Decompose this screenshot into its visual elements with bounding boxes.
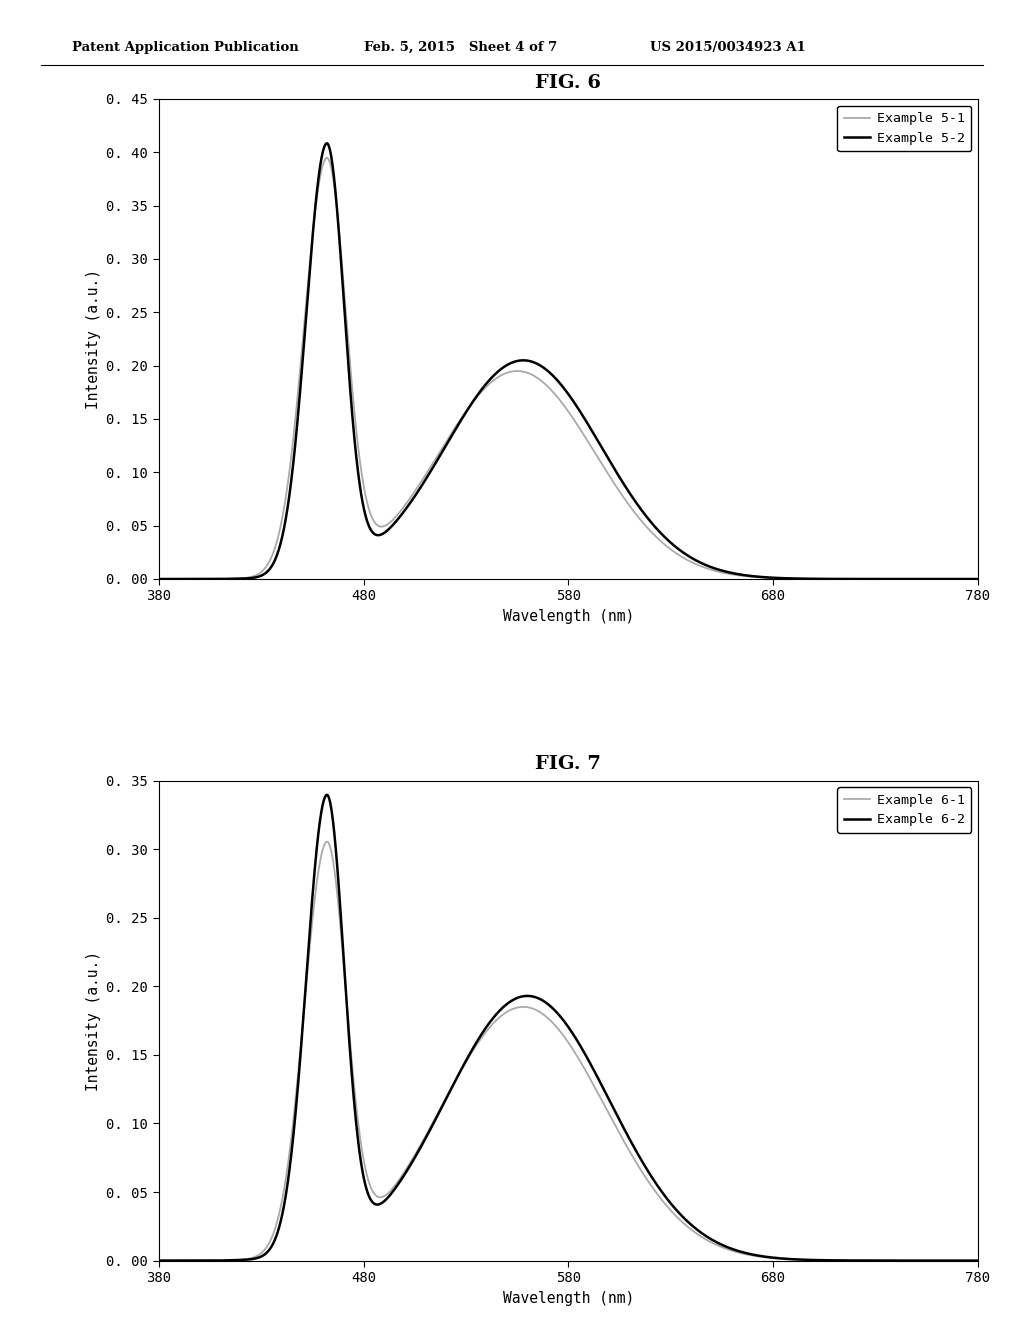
Example 6-1 — [153, 1253, 165, 1269]
Example 6-2 — [947, 1253, 959, 1269]
X-axis label: Wavelength (nm): Wavelength (nm) — [503, 1291, 634, 1305]
Line: Example 5-2: Example 5-2 — [159, 144, 978, 579]
Example 5-1 — [153, 572, 165, 587]
Example 6-1 — [972, 1253, 984, 1269]
Example 6-2 — [748, 1247, 760, 1263]
Line: Example 6-2: Example 6-2 — [159, 795, 978, 1261]
Example 6-2 — [504, 994, 516, 1010]
Text: Patent Application Publication: Patent Application Publication — [72, 41, 298, 54]
Example 6-1 — [542, 1010, 554, 1026]
Legend: Example 6-1, Example 6-2: Example 6-1, Example 6-2 — [838, 787, 972, 833]
Example 5-1 — [321, 150, 333, 166]
Example 5-2 — [542, 363, 554, 379]
Example 6-2 — [321, 787, 333, 803]
Example 5-2 — [906, 572, 919, 587]
Example 6-1 — [947, 1253, 959, 1269]
Example 5-1 — [542, 379, 554, 395]
Y-axis label: Intensity (a.u.): Intensity (a.u.) — [86, 950, 101, 1090]
Example 5-2 — [748, 569, 760, 585]
Text: US 2015/0034923 A1: US 2015/0034923 A1 — [650, 41, 806, 54]
Example 5-2 — [972, 572, 984, 587]
Example 6-2 — [497, 999, 509, 1015]
Example 6-1 — [748, 1247, 760, 1263]
Example 5-1 — [972, 572, 984, 587]
Example 5-1 — [504, 364, 516, 380]
Example 6-1 — [906, 1253, 919, 1269]
Title: FIG. 6: FIG. 6 — [536, 74, 601, 92]
Example 5-1 — [906, 572, 919, 587]
Example 6-1 — [504, 1002, 516, 1018]
Example 5-2 — [321, 136, 333, 152]
Example 5-1 — [497, 367, 509, 383]
Example 5-2 — [153, 572, 165, 587]
Example 6-2 — [906, 1253, 919, 1269]
Example 5-1 — [748, 569, 760, 585]
Example 6-2 — [542, 997, 554, 1012]
Line: Example 6-1: Example 6-1 — [159, 842, 978, 1261]
X-axis label: Wavelength (nm): Wavelength (nm) — [503, 609, 634, 624]
Example 6-1 — [321, 834, 333, 850]
Example 6-2 — [153, 1253, 165, 1269]
Example 5-1 — [947, 572, 959, 587]
Example 6-2 — [972, 1253, 984, 1269]
Example 5-2 — [497, 359, 509, 375]
Title: FIG. 7: FIG. 7 — [536, 755, 601, 774]
Text: Feb. 5, 2015   Sheet 4 of 7: Feb. 5, 2015 Sheet 4 of 7 — [364, 41, 557, 54]
Y-axis label: Intensity (a.u.): Intensity (a.u.) — [86, 269, 101, 409]
Example 5-2 — [947, 572, 959, 587]
Example 5-2 — [504, 356, 516, 372]
Legend: Example 5-1, Example 5-2: Example 5-1, Example 5-2 — [838, 106, 972, 152]
Line: Example 5-1: Example 5-1 — [159, 158, 978, 579]
Example 6-1 — [497, 1007, 509, 1023]
